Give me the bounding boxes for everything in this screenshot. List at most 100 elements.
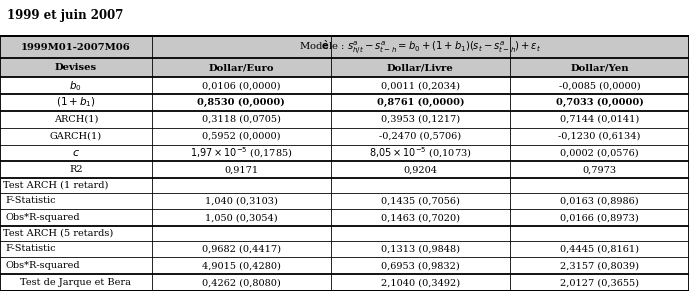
Text: 0,4445 (0,8161): 0,4445 (0,8161) <box>560 244 639 253</box>
Bar <box>510 193 689 210</box>
Text: 1,040 (0,3103): 1,040 (0,3103) <box>205 196 278 205</box>
Bar <box>510 257 689 274</box>
Bar <box>510 94 689 111</box>
Bar <box>0 162 152 178</box>
Text: Test ARCH (5 retards): Test ARCH (5 retards) <box>3 229 113 238</box>
Bar <box>152 162 331 178</box>
Text: -0,0085 (0,0000): -0,0085 (0,0000) <box>559 81 640 90</box>
Bar <box>331 241 510 257</box>
Text: 0,1435 (0,7056): 0,1435 (0,7056) <box>381 196 460 205</box>
Text: 0,0106 (0,0000): 0,0106 (0,0000) <box>202 81 280 90</box>
Bar <box>331 58 510 77</box>
Bar <box>510 162 689 178</box>
Bar <box>152 257 331 274</box>
Text: Dollar/Livre: Dollar/Livre <box>387 63 453 72</box>
Bar <box>331 145 510 162</box>
Bar <box>510 145 689 162</box>
Text: 0,1313 (0,9848): 0,1313 (0,9848) <box>381 244 460 253</box>
Bar <box>510 128 689 145</box>
Bar <box>331 162 510 178</box>
Text: 0,9171: 0,9171 <box>224 165 258 174</box>
Bar <box>0 77 152 94</box>
Bar <box>152 94 331 111</box>
Bar <box>0 226 152 241</box>
Bar <box>510 178 689 193</box>
Text: 2,1040 (0,3492): 2,1040 (0,3492) <box>381 278 460 287</box>
Text: 0,3953 (0,1217): 0,3953 (0,1217) <box>381 115 460 124</box>
Text: 1999M01-2007M06: 1999M01-2007M06 <box>21 43 131 52</box>
Text: 1,050 (0,3054): 1,050 (0,3054) <box>205 213 278 222</box>
Bar <box>331 210 510 226</box>
Bar <box>152 241 331 257</box>
Text: Obs*R-squared: Obs*R-squared <box>6 261 80 270</box>
Text: 0,0166 (0,8973): 0,0166 (0,8973) <box>560 213 639 222</box>
Text: 0,8530 (0,0000): 0,8530 (0,0000) <box>197 98 285 107</box>
Text: 2,0127 (0,3655): 2,0127 (0,3655) <box>560 278 639 287</box>
Bar <box>152 226 331 241</box>
Bar <box>331 193 510 210</box>
Bar <box>510 210 689 226</box>
Text: 0,6953 (0,9832): 0,6953 (0,9832) <box>381 261 460 270</box>
Bar <box>152 111 331 128</box>
Bar <box>152 58 331 77</box>
Bar <box>152 178 331 193</box>
Text: 0,0002 (0,0576): 0,0002 (0,0576) <box>560 148 639 157</box>
Text: $c$: $c$ <box>72 148 80 158</box>
Text: $8{,}05\times10^{-5}$ (0,1073): $8{,}05\times10^{-5}$ (0,1073) <box>369 146 472 160</box>
Text: $(1 + b_1)$: $(1 + b_1)$ <box>56 96 96 109</box>
Text: F-Statistic: F-Statistic <box>6 244 56 253</box>
Bar <box>510 241 689 257</box>
Text: 0,3118 (0,0705): 0,3118 (0,0705) <box>202 115 280 124</box>
Bar <box>152 36 689 58</box>
Text: -0,1230 (0,6134): -0,1230 (0,6134) <box>558 132 641 141</box>
Bar <box>152 210 331 226</box>
Bar <box>0 241 152 257</box>
Text: GARCH(1): GARCH(1) <box>50 132 102 141</box>
Bar <box>0 257 152 274</box>
Text: 0,7144 (0,0141): 0,7144 (0,0141) <box>559 115 639 124</box>
Text: 0,1463 (0,7020): 0,1463 (0,7020) <box>381 213 460 222</box>
Bar <box>510 274 689 291</box>
Text: 0,9204: 0,9204 <box>403 165 438 174</box>
Text: 0,7033 (0,0000): 0,7033 (0,0000) <box>555 98 644 107</box>
Bar <box>152 77 331 94</box>
Text: Obs*R-squared: Obs*R-squared <box>6 213 80 222</box>
Text: Mod$\mathbf{\grave{e}}$le : $s^{a}_{h/t} - s^{a}_{t-h} = b_0 + (1 + b_1)(s_t - s: Mod$\mathbf{\grave{e}}$le : $s^{a}_{h/t}… <box>299 38 542 56</box>
Text: 0,0163 (0,8986): 0,0163 (0,8986) <box>560 196 639 205</box>
Text: 1999 et juin 2007: 1999 et juin 2007 <box>7 9 123 22</box>
Text: $1{,}97\times10^{-5}$ (0,1785): $1{,}97\times10^{-5}$ (0,1785) <box>189 146 293 160</box>
Bar <box>152 193 331 210</box>
Bar <box>152 274 331 291</box>
Bar <box>331 178 510 193</box>
Bar <box>510 77 689 94</box>
Bar <box>0 94 152 111</box>
Bar <box>0 36 152 58</box>
Bar <box>331 257 510 274</box>
Text: Test de Jarque et Bera: Test de Jarque et Bera <box>21 278 131 287</box>
Bar <box>0 178 152 193</box>
Text: 0,8761 (0,0000): 0,8761 (0,0000) <box>377 98 464 107</box>
Text: 0,0011 (0,2034): 0,0011 (0,2034) <box>381 81 460 90</box>
Bar <box>331 94 510 111</box>
Bar <box>0 128 152 145</box>
Bar <box>331 274 510 291</box>
Bar <box>331 226 510 241</box>
Bar <box>0 111 152 128</box>
Bar <box>0 210 152 226</box>
Bar <box>510 111 689 128</box>
Text: R2: R2 <box>69 165 83 174</box>
Bar <box>331 128 510 145</box>
Text: $b_0$: $b_0$ <box>70 79 82 93</box>
Bar <box>152 145 331 162</box>
Text: F-Statistic: F-Statistic <box>6 196 56 205</box>
Text: Test ARCH (1 retard): Test ARCH (1 retard) <box>3 181 108 190</box>
Bar <box>0 58 152 77</box>
Bar <box>0 193 152 210</box>
Bar <box>331 111 510 128</box>
Text: Devises: Devises <box>54 63 97 72</box>
Text: 4,9015 (0,4280): 4,9015 (0,4280) <box>202 261 280 270</box>
Text: 0,4262 (0,8080): 0,4262 (0,8080) <box>202 278 280 287</box>
Bar <box>510 226 689 241</box>
Text: Dollar/Euro: Dollar/Euro <box>208 63 274 72</box>
Text: 2,3157 (0,8039): 2,3157 (0,8039) <box>560 261 639 270</box>
